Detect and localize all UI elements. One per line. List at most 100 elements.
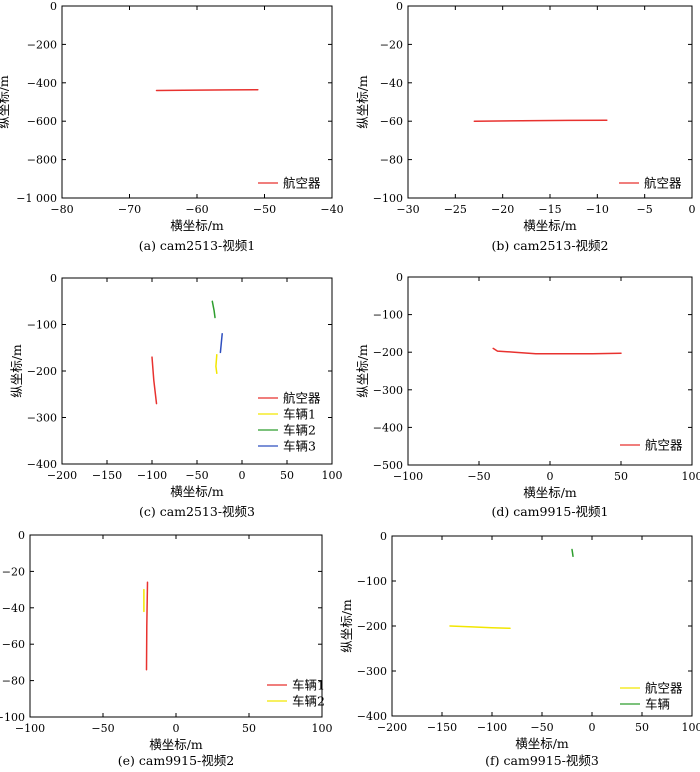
panel-c-xtick-label: −150 bbox=[92, 469, 122, 482]
panel-f-xtick-label: 50 bbox=[635, 721, 649, 734]
panel-b-caption: (b) cam2513-视频2 bbox=[491, 238, 608, 253]
panel-f-ytick-label: −400 bbox=[357, 710, 387, 723]
panel-d-ytick-label: −100 bbox=[373, 309, 403, 322]
panel-e-ytick-label: −60 bbox=[2, 638, 25, 651]
panel-c-caption: (c) cam2513-视频3 bbox=[139, 504, 255, 519]
panel-e-legend-label: 车辆1 bbox=[292, 678, 325, 693]
panel-a-caption: (a) cam2513-视频1 bbox=[139, 238, 255, 253]
panel-c-xtick-label: −50 bbox=[185, 469, 208, 482]
panel-e-xtick-label: 0 bbox=[173, 722, 180, 735]
panel-b-ytick-label: −60 bbox=[380, 115, 403, 128]
panel-e-caption: (e) cam9915-视频2 bbox=[118, 753, 234, 768]
panel-a-series-line-1 bbox=[155, 88, 259, 92]
panel-e-plot-frame bbox=[29, 534, 323, 718]
panel-c-xaxis-label: 横坐标/m bbox=[170, 484, 224, 499]
panel-f-xtick-label: −150 bbox=[427, 721, 457, 734]
panel-a-ytick-label: −600 bbox=[27, 115, 57, 128]
panel-a: −80 −70 −60 −50 −400−200−400−600−800−1 000横坐… bbox=[0, 0, 344, 253]
panel-d-xaxis-label: 横坐标/m bbox=[523, 485, 577, 500]
panel-e-ytick-label: −80 bbox=[2, 675, 25, 688]
panel-e-series-line-1 bbox=[145, 581, 149, 671]
panel-c-legend-label: 车辆2 bbox=[283, 423, 316, 438]
panel-e-xtick-label: −50 bbox=[91, 722, 114, 735]
panel-f-xtick-label: −50 bbox=[530, 721, 553, 734]
panel-e-ytick-label: −40 bbox=[2, 602, 25, 615]
panel-c-series-line-4 bbox=[219, 333, 223, 354]
panel-f-legend-label: 车辆 bbox=[645, 697, 670, 712]
panel-b-ytick-label: −100 bbox=[373, 192, 403, 205]
panel-a-xtick-label: −80 bbox=[50, 203, 73, 216]
panel-e-ytick-label: −20 bbox=[2, 565, 25, 578]
panel-b-plot-frame bbox=[407, 5, 693, 199]
panel-b-xtick-label: −15 bbox=[538, 203, 561, 216]
panel-a-ytick-label: 0 bbox=[50, 0, 57, 13]
panel-d-legend-label: 航空器 bbox=[645, 438, 683, 453]
panel-b-series-line-1 bbox=[473, 119, 608, 122]
panel-d-ytick-label: −300 bbox=[373, 384, 403, 397]
panel-a-ytick-label: −800 bbox=[27, 154, 57, 167]
panel-c: −200 −150 −100 −50 0 50 100 0 −100 −200 −300 −400 横坐… bbox=[9, 272, 342, 519]
panel-b-xtick-label: −10 bbox=[586, 203, 609, 216]
panel-a-xtick-label: −60 bbox=[185, 203, 208, 216]
panel-c-series-line-1 bbox=[151, 356, 158, 405]
panel-f: −200 −150 −100 −50 0 50 100 0 −100 −200 −300 −400 横坐… bbox=[339, 530, 700, 768]
panel-a-ytick-label: −200 bbox=[27, 38, 57, 51]
panel-c-ytick-label: −400 bbox=[27, 458, 57, 471]
panel-d-xtick-label: −50 bbox=[467, 470, 490, 483]
panel-b-ytick-label: −20 bbox=[380, 38, 403, 51]
panel-c-xtick-label: −100 bbox=[137, 469, 167, 482]
panel-f-xtick-label: 0 bbox=[589, 721, 596, 734]
panel-e-xtick-label: 100 bbox=[312, 722, 333, 735]
panel-c-ytick-label: −200 bbox=[27, 365, 57, 378]
panel-d-xtick-label: 50 bbox=[614, 470, 628, 483]
panel-d-caption: (d) cam9915-视频1 bbox=[491, 504, 608, 519]
panel-c-ytick-label: −100 bbox=[27, 319, 57, 332]
panel-c-xtick-label: 50 bbox=[280, 469, 294, 482]
panel-e: −100−500501000−20−40−60−80−100横坐标/m纵坐标/m… bbox=[0, 529, 333, 768]
panel-b-legend-label: 航空器 bbox=[644, 176, 682, 191]
panel-f-xtick-label: −200 bbox=[377, 721, 407, 734]
panel-c-legend-label: 车辆3 bbox=[283, 439, 316, 454]
panel-c-xtick-label: −200 bbox=[47, 469, 77, 482]
panel-f-ytick-label: 0 bbox=[380, 530, 387, 543]
panel-b: −30 −25 −20 −15 −10 −5 0 0 −20 −40 −60 −80 −100 横坐标/m… bbox=[355, 0, 695, 253]
panel-d-xtick-label: 0 bbox=[547, 470, 554, 483]
panel-f-ytick-label: −200 bbox=[357, 620, 387, 633]
panel-e-xaxis-label: 横坐标/m bbox=[149, 737, 203, 752]
panel-f-series-line-2 bbox=[571, 548, 574, 558]
panel-b-xtick-label: 0 bbox=[689, 203, 696, 216]
panel-d-xtick-label: 100 bbox=[682, 470, 700, 483]
panel-e-xtick-label: 50 bbox=[242, 722, 256, 735]
panel-f-xtick-label: 100 bbox=[682, 721, 700, 734]
panel-c-legend-label: 航空器 bbox=[283, 391, 321, 406]
panel-a-xtick-label: −70 bbox=[118, 203, 141, 216]
panel-c-xtick-label: 0 bbox=[239, 469, 246, 482]
panel-d-series-line-1 bbox=[492, 347, 622, 355]
panel-f-caption: (f) cam9915-视频3 bbox=[485, 753, 599, 768]
panel-f-ytick-label: −100 bbox=[357, 575, 387, 588]
panel-c-ytick-label: 0 bbox=[50, 272, 57, 285]
panel-f-xaxis-label: 横坐标/m bbox=[515, 736, 569, 751]
panel-a-xaxis-label: 横坐标/m bbox=[170, 218, 224, 233]
panel-d-ytick-label: −400 bbox=[373, 421, 403, 434]
panel-a-xtick-label: −50 bbox=[253, 203, 276, 216]
panel-c-legend-label: 车辆1 bbox=[283, 407, 316, 422]
panel-c-series-line-3 bbox=[211, 300, 216, 319]
panel-d-ytick-label: −200 bbox=[373, 346, 403, 359]
panel-f-xtick-label: −100 bbox=[477, 721, 507, 734]
panel-b-xaxis-label: 横坐标/m bbox=[523, 218, 577, 233]
panel-c-series-line-2 bbox=[215, 353, 218, 375]
panel-d-ytick-label: −500 bbox=[373, 459, 403, 472]
panel-b-xtick-label: −5 bbox=[637, 203, 653, 216]
panel-d-yaxis-label: 纵坐标/m bbox=[355, 344, 370, 398]
panel-b-xtick-label: −25 bbox=[444, 203, 467, 216]
panel-e-ytick-label: 0 bbox=[18, 529, 25, 542]
panel-f-series-line-1 bbox=[449, 625, 511, 630]
panel-c-ytick-label: −300 bbox=[27, 412, 57, 425]
panel-d: −100 −50 0 50 1000−100−200−300−400−500横坐标/m纵… bbox=[355, 271, 700, 519]
panel-a-xtick-label: −40 bbox=[320, 203, 343, 216]
panel-f-legend-label: 航空器 bbox=[645, 681, 683, 696]
panel-b-xtick-label: −30 bbox=[396, 203, 419, 216]
panel-b-xtick-label: −20 bbox=[491, 203, 514, 216]
